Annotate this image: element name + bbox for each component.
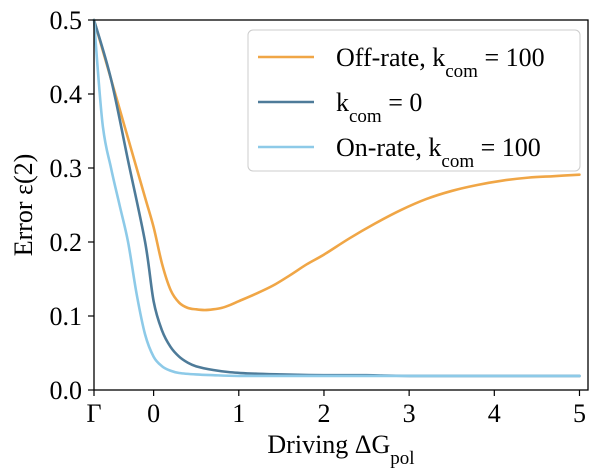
y-tick-label: 0.3 (50, 154, 83, 183)
series-line-0 (92, 18, 581, 312)
legend-label-2: On-rate, kcom = 100 (336, 133, 541, 172)
series-layer (92, 18, 581, 378)
legend-label-0: Off-rate, kcom = 100 (336, 43, 545, 82)
x-tick-label: 4 (488, 399, 501, 428)
legend: Off-rate, kcom = 100 kcom = 0 On-rate, kco… (247, 29, 581, 172)
y-tick-label: 0.5 (50, 6, 83, 35)
x-tick-label: 3 (403, 399, 416, 428)
legend-items: Off-rate, kcom = 100 kcom = 0 On-rate, kco… (258, 43, 545, 172)
y-tick-label: 0.0 (50, 376, 83, 405)
y-tick-label: 0.4 (50, 80, 83, 109)
x-tick-label: Γ (86, 399, 101, 428)
axes-frame (93, 19, 589, 391)
series-line-2 (92, 18, 581, 378)
x-axis-label: Driving ΔGpol (267, 430, 414, 469)
x-tick-label: 2 (317, 399, 330, 428)
x-tick-label: 5 (573, 399, 586, 428)
legend-box (247, 29, 581, 172)
x-tick-label: 0 (147, 399, 160, 428)
y-tick-label: 0.2 (50, 228, 83, 257)
legend-label-1: kcom = 0 (336, 88, 422, 127)
x-tick-label: 1 (232, 399, 245, 428)
y-tick-label: 0.1 (50, 302, 83, 331)
y-axis-label: Error ε(2) (9, 154, 38, 257)
ticks-layer: Γ 0 1 2 3 4 5 0.0 0.1 0.2 0.3 0.4 0.5 (50, 6, 586, 428)
